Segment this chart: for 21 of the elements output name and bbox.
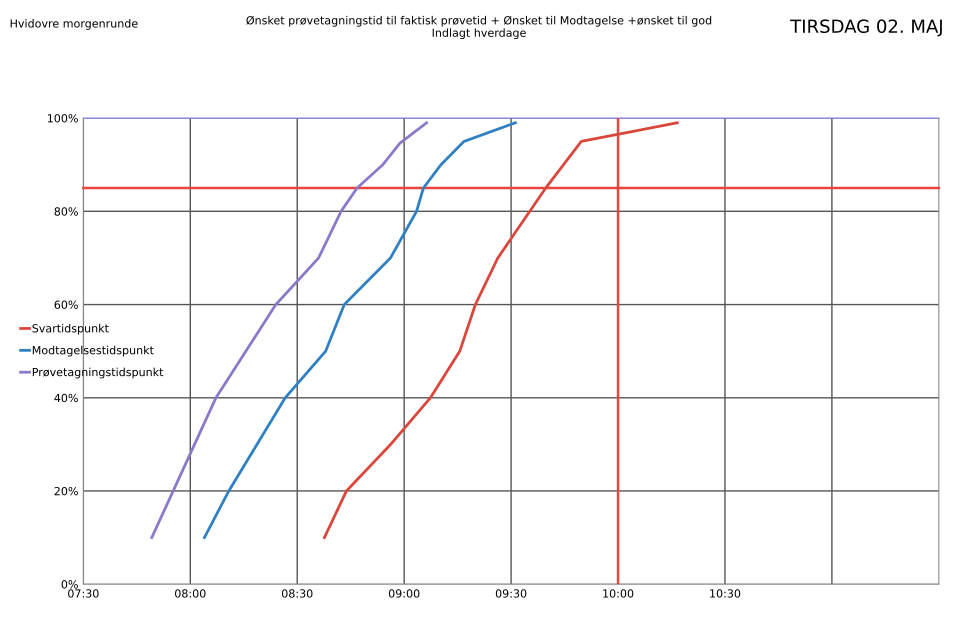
legend-label: Modtagelsestidspunkt: [32, 346, 154, 357]
line-series: [203, 121, 517, 539]
text: TIRSDAG 02. MAJ: [790, 19, 942, 36]
x-tick-label: 08:30: [282, 589, 312, 598]
x-tick-label: 09:30: [496, 589, 526, 598]
y-tick-label: 20%: [54, 486, 78, 496]
line-series: [322, 121, 679, 539]
y-tick-label: 0%: [62, 580, 78, 589]
text: Hvidovre morgenrunde: [10, 19, 138, 30]
y-tick-label: 80%: [54, 207, 78, 216]
x-tick-label: 08:00: [175, 589, 206, 598]
y-tick-label: 40%: [54, 394, 78, 402]
y-tick-label: 100%: [48, 114, 78, 122]
y-tick-label: 60%: [54, 300, 78, 309]
legend-label: Prøvetagningstidspunkt: [32, 368, 164, 378]
chart-title: Ønsket prøvetagningstid til faktisk prøvetid + Ønsket til Modtagelse +ønsket til god Indlagt hverdage: [246, 16, 712, 40]
x-tick-label: 10:30: [710, 589, 740, 598]
x-tick-label: 07:30: [68, 589, 99, 598]
legend-label: Svartidspunkt: [32, 324, 109, 335]
x-tick-label: 09:00: [388, 589, 420, 598]
x-tick-label: 10:00: [603, 589, 634, 598]
